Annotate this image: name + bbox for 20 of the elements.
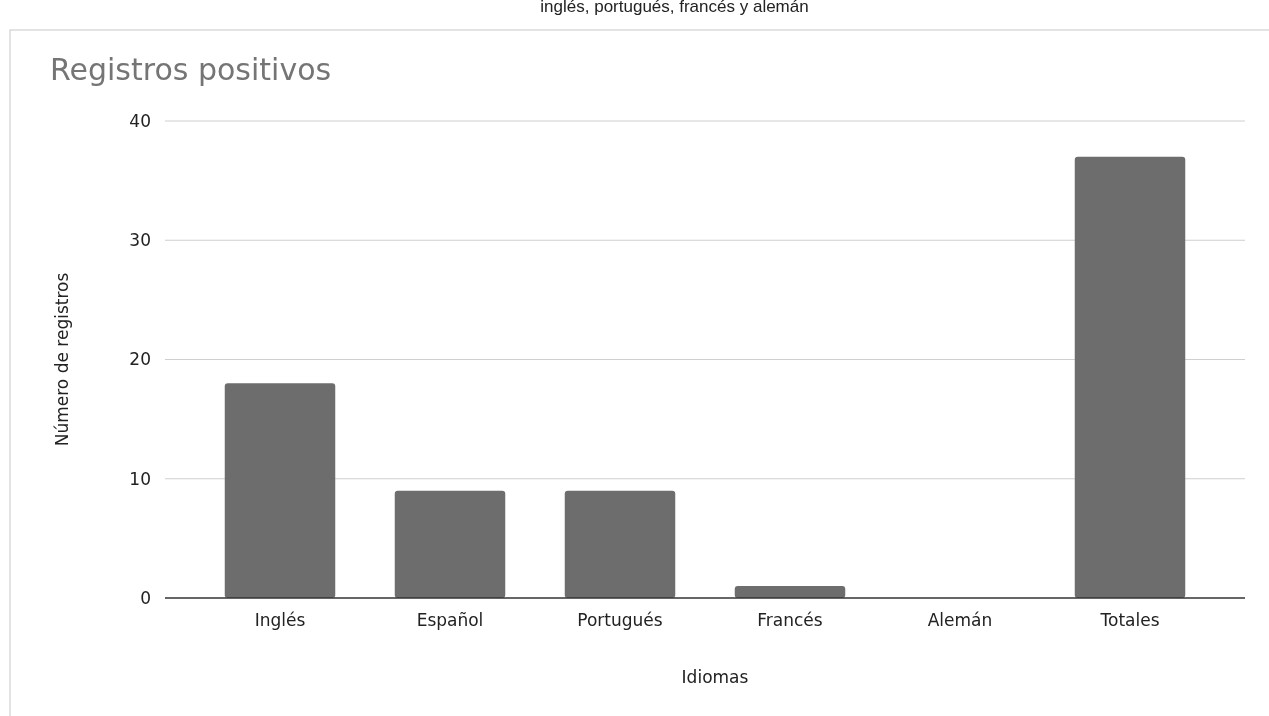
chart-title: Registros positivos: [50, 52, 332, 87]
bar: [1074, 156, 1186, 598]
bar: [394, 490, 506, 598]
y-tick-label: 40: [129, 110, 151, 131]
x-tick-label: Francés: [757, 610, 823, 630]
y-tick-label: 30: [129, 230, 151, 251]
bar: [564, 490, 676, 598]
x-axis-title: Idiomas: [681, 667, 749, 687]
x-tick-label: Portugués: [577, 610, 663, 630]
bar: [734, 586, 846, 598]
x-tick-label: Alemán: [927, 610, 993, 630]
text: inglés, portugués, francés y alemán: [540, 0, 809, 16]
x-tick-label: Totales: [1099, 610, 1160, 630]
x-tick-label: Español: [416, 610, 484, 630]
x-tick-label: Inglés: [254, 610, 306, 630]
y-tick-label: 0: [140, 587, 151, 608]
y-axis-title: Número de registros: [52, 272, 72, 447]
bar: [224, 383, 336, 598]
y-tick-label: 20: [129, 349, 151, 370]
y-tick-label: 10: [129, 468, 151, 489]
